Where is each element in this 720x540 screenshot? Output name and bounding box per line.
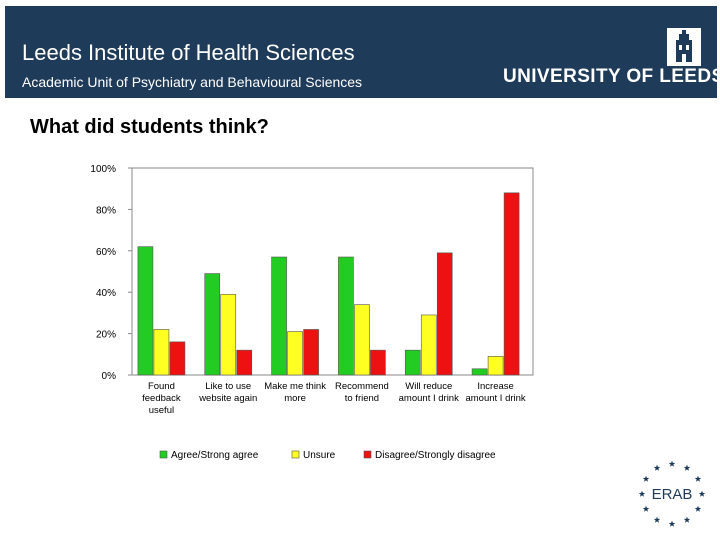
star-icon [653, 464, 661, 471]
bar [287, 331, 303, 376]
star-icon [683, 516, 691, 523]
bar [436, 252, 453, 376]
plot-area-frame [131, 167, 534, 376]
bar [153, 329, 170, 376]
legend-swatch [363, 450, 372, 459]
institute-title: Leeds Institute of Health Sciences [22, 40, 355, 65]
bar [338, 256, 354, 376]
star-icon [668, 460, 676, 467]
bar [220, 293, 237, 376]
x-tick-label: Like to use [205, 381, 251, 392]
bar [370, 349, 386, 376]
legend-swatch [159, 450, 168, 459]
x-tick-label: amount I drink [465, 393, 525, 404]
star-icon [642, 505, 650, 512]
legend-entry: Unsure [303, 450, 336, 461]
erab-logo-text: ERAB [652, 486, 693, 503]
y-tick-label: 100% [90, 164, 116, 175]
x-tick-label: Make me think [264, 381, 326, 392]
x-tick-label: website again [198, 393, 257, 404]
erab-logo: ERAB [638, 460, 706, 527]
bar [487, 356, 504, 376]
legend-entry: Disagree/Strongly disagree [375, 450, 496, 461]
star-ring-icon [638, 460, 706, 527]
y-tick-label: 40% [96, 288, 116, 299]
y-tick-label: 20% [96, 330, 116, 341]
x-tick-label: useful [149, 405, 174, 416]
star-icon [698, 490, 706, 497]
star-icon [642, 475, 650, 482]
star-icon [668, 520, 676, 527]
x-tick-label: feedback [142, 393, 181, 404]
bar [236, 349, 253, 376]
bar [420, 314, 437, 376]
bar [204, 273, 221, 376]
x-tick-label: Found [148, 381, 175, 392]
header-banner: Leeds Institute of Health Sciences Acade… [5, 6, 720, 98]
x-tick-label: Increase [477, 381, 513, 392]
bar [137, 246, 154, 376]
bar [303, 329, 319, 376]
slide-heading: What did students think? [30, 116, 269, 138]
y-tick-label: 80% [96, 205, 116, 216]
university-logo-text: UNIVERSITY OF LEEDS [503, 66, 720, 87]
bar [503, 192, 520, 376]
x-tick-label: Will reduce [405, 381, 452, 392]
star-icon [694, 505, 702, 512]
bar [271, 256, 287, 376]
legend-entry: Agree/Strong agree [171, 450, 259, 461]
x-tick-label: more [284, 393, 306, 404]
star-icon [638, 490, 646, 497]
y-tick-label: 0% [102, 371, 117, 382]
star-icon [653, 516, 661, 523]
university-crest-icon [667, 28, 701, 66]
star-icon [694, 475, 702, 482]
x-tick-label: to friend [345, 393, 379, 404]
bar [404, 349, 421, 376]
legend-swatch [291, 450, 300, 459]
x-tick-label: amount I drink [399, 393, 459, 404]
star-icon [683, 464, 691, 471]
y-tick-label: 60% [96, 247, 116, 258]
bar [169, 341, 186, 376]
bar [471, 368, 488, 376]
bar [354, 304, 370, 376]
unit-subtitle: Academic Unit of Psychiatry and Behaviou… [22, 74, 363, 90]
x-tick-label: Recommend [335, 381, 389, 392]
